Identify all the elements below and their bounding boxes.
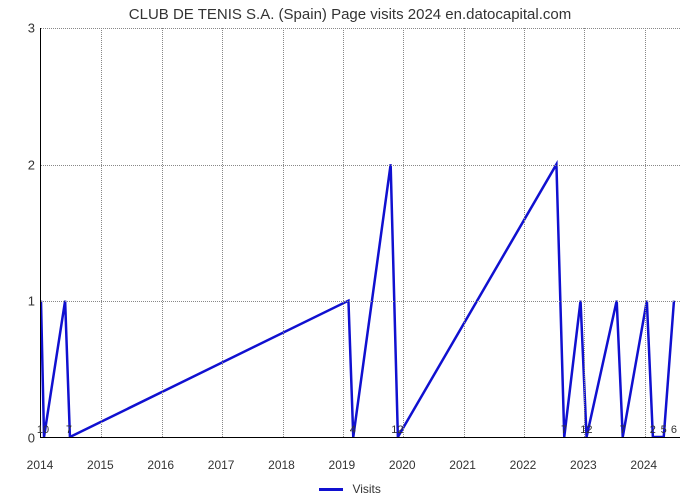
data-point-label: 12 (391, 424, 403, 436)
grid-line-v (524, 28, 525, 437)
grid-line-v (283, 28, 284, 437)
x-tick-label: 2019 (329, 458, 356, 472)
data-point-label: 2 (650, 424, 656, 436)
grid-line-v (222, 28, 223, 437)
data-point-label: 12 (580, 424, 592, 436)
data-point-label: 7 (66, 424, 72, 436)
grid-line-v (584, 28, 585, 437)
legend-swatch (319, 488, 343, 491)
data-point-label: 4 (350, 424, 356, 436)
x-tick-label: 2015 (87, 458, 114, 472)
legend: Visits (0, 482, 700, 496)
data-point-label: 7 (561, 424, 567, 436)
chart-title: CLUB DE TENIS S.A. (Spain) Page visits 2… (0, 6, 700, 23)
plot-area (40, 28, 680, 438)
y-tick-label: 0 (5, 431, 35, 446)
grid-line-v (464, 28, 465, 437)
grid-line-v (403, 28, 404, 437)
legend-label: Visits (352, 482, 380, 496)
x-tick-label: 2016 (147, 458, 174, 472)
grid-line-v (645, 28, 646, 437)
x-tick-label: 2024 (630, 458, 657, 472)
x-tick-label: 2020 (389, 458, 416, 472)
y-tick-label: 2 (5, 157, 35, 172)
grid-line-v (343, 28, 344, 437)
chart-container: CLUB DE TENIS S.A. (Spain) Page visits 2… (0, 0, 700, 500)
y-tick-label: 1 (5, 294, 35, 309)
grid-line-v (162, 28, 163, 437)
data-point-label: 5 (661, 424, 667, 436)
x-tick-label: 2021 (449, 458, 476, 472)
x-tick-label: 2017 (208, 458, 235, 472)
x-tick-label: 2022 (510, 458, 537, 472)
x-tick-label: 2023 (570, 458, 597, 472)
data-point-label: 10 (37, 424, 49, 436)
x-tick-label: 2014 (27, 458, 54, 472)
y-tick-label: 3 (5, 21, 35, 36)
grid-line-v (101, 28, 102, 437)
data-point-label: 7 (620, 424, 626, 436)
x-tick-label: 2018 (268, 458, 295, 472)
data-point-label: 6 (671, 424, 677, 436)
